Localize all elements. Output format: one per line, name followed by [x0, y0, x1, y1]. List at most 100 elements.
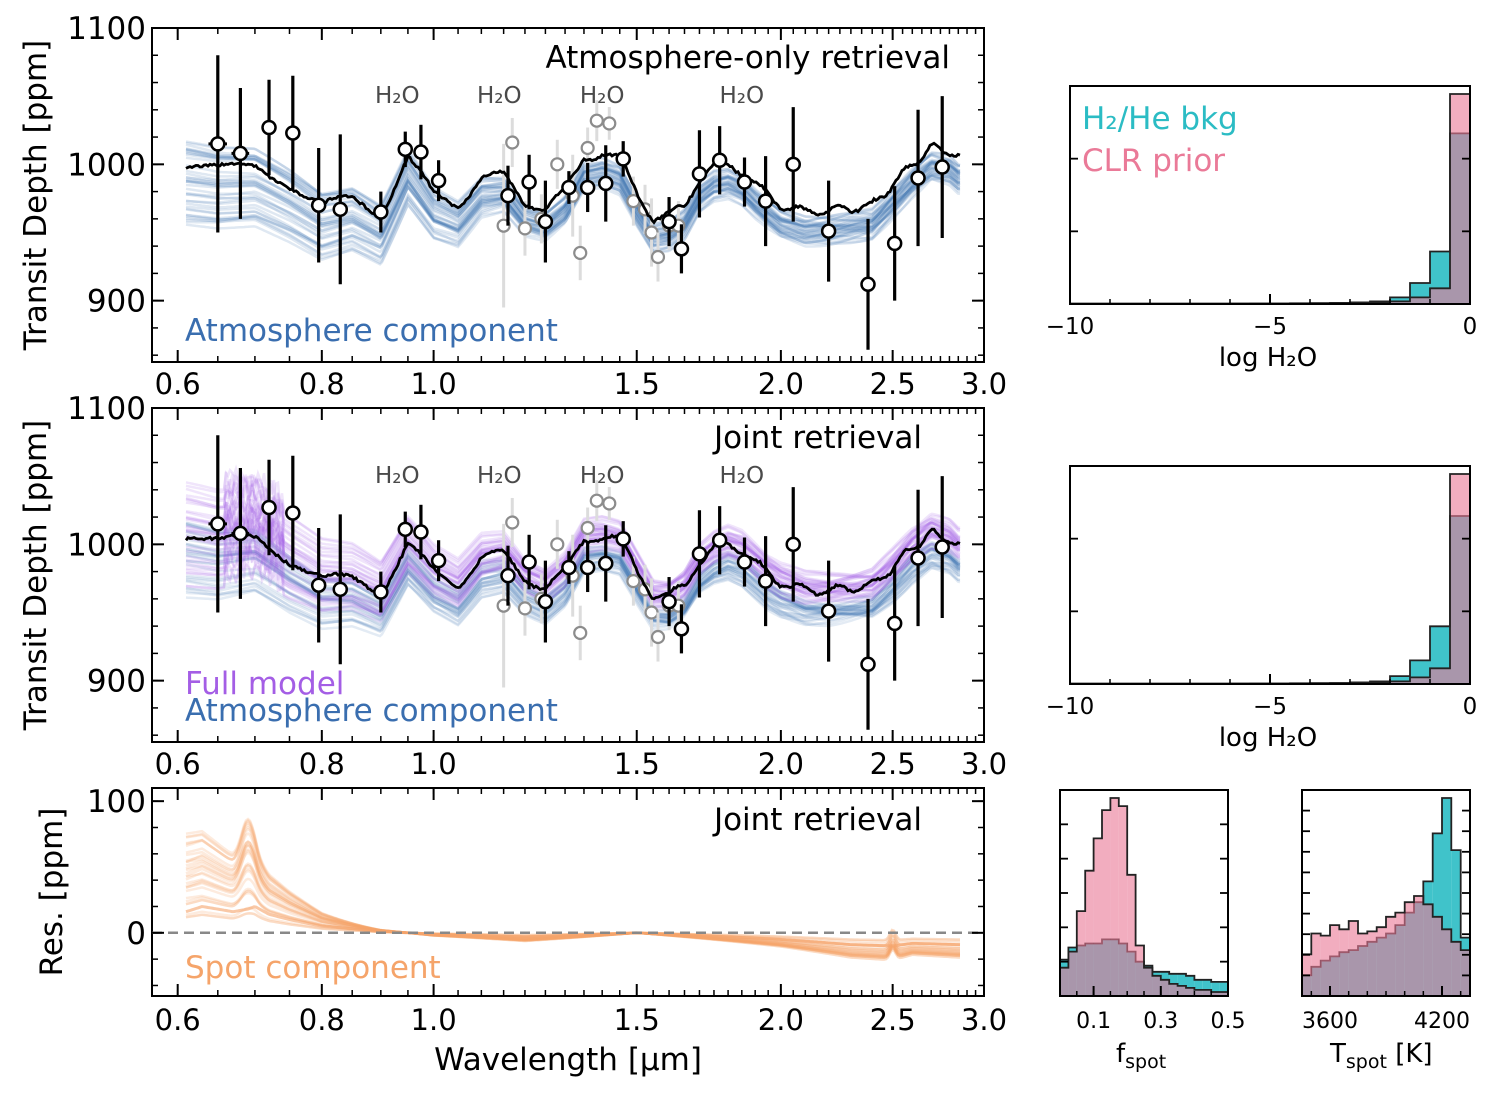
spot-component-band [152, 817, 984, 961]
spot-sample-line [185, 827, 960, 961]
clr-prior-bar [1169, 983, 1178, 996]
clr-prior-bar [1330, 925, 1340, 996]
clr-prior-bar [1404, 902, 1414, 996]
observation-point [373, 204, 389, 220]
observation-point [615, 531, 631, 547]
spot-sample-line [185, 819, 960, 959]
legend-atmosphere-component: Atmosphere component [185, 313, 558, 349]
clr-prior-bar [1410, 297, 1430, 304]
histogram-tspot: 3600 4200 Tspot [K] [1301, 789, 1471, 1073]
legend-h2-he-bkg: H₂/He bkg [1082, 101, 1238, 137]
clr-prior-bar [1102, 810, 1111, 996]
x-axis-label-unit: [K] [1387, 1039, 1433, 1069]
x-axis-label: fspot [1116, 1039, 1166, 1073]
observation-point [210, 136, 226, 152]
spot-sample-line [185, 843, 960, 956]
h2o-feature-label: H₂O [477, 83, 522, 109]
clr-prior-bar [1060, 967, 1069, 996]
h2o-feature-label: H₂O [580, 463, 625, 489]
histogram-fspot: 0.1 0.3 0.5 fspot [1059, 789, 1246, 1073]
observed-spectrum [208, 55, 950, 350]
x-tick-label: 1.5 [614, 1003, 660, 1037]
x-tick-label: 3.0 [961, 367, 1007, 401]
plot-frame [151, 787, 985, 997]
spot-sample-line [185, 839, 960, 957]
comparison-point [602, 496, 617, 511]
h2o-feature-label: H₂O [375, 463, 420, 489]
clr-prior-bar [1177, 985, 1186, 996]
median-model-line [184, 527, 961, 601]
x-tick-label: 4200 [1414, 1009, 1470, 1034]
plot-frame [1069, 465, 1471, 685]
spot-sample-line [185, 821, 960, 959]
x-tick-label: 0.6 [155, 367, 201, 401]
h2-he-bkg-bar [1177, 973, 1186, 996]
observation-point [736, 174, 753, 190]
x-tick-label: 0.8 [299, 1003, 345, 1037]
h2o-feature-label: H₂O [580, 83, 625, 109]
legend-clr-prior: CLR prior [1082, 143, 1225, 179]
histogram-bars [1069, 473, 1471, 685]
x-axis-label-main: f [1116, 1039, 1126, 1069]
clr-prior-bar [1395, 912, 1405, 996]
spot-sample-line [185, 818, 960, 961]
clr-prior-bar [1451, 941, 1461, 996]
clr-prior-bar [1311, 933, 1321, 996]
observation-point [711, 532, 728, 548]
histogram-bars [1069, 93, 1471, 305]
x-axis-label-subscript: spot [1125, 1051, 1166, 1073]
observation-point [500, 567, 516, 584]
spot-sample-line [185, 823, 961, 959]
axes: 3600 4200 [1302, 809, 1470, 1034]
median-model-line [184, 527, 961, 601]
x-axis-label: Tspot [K] [1329, 1039, 1433, 1073]
observation-point [261, 499, 277, 516]
y-tick-label: 0 [126, 916, 146, 952]
observation-point [579, 179, 596, 196]
observation-point [886, 235, 903, 252]
x-tick-label: 2.5 [870, 1003, 916, 1037]
panel-title: Joint retrieval [712, 802, 922, 838]
observation-point [711, 152, 728, 168]
clr-prior-bar [1358, 933, 1368, 996]
observation-point [757, 573, 774, 589]
spot-median-line [185, 904, 961, 948]
h2-he-bkg-bar [1194, 979, 1203, 996]
clr-prior-bar [1450, 94, 1470, 304]
comparison-point [644, 225, 659, 240]
clr-prior-bar [1450, 474, 1470, 684]
histogram-bars [1301, 797, 1471, 996]
observation-point [673, 241, 690, 257]
clr-prior-bar [1376, 927, 1386, 996]
x-tick-label: −5 [1253, 694, 1287, 720]
h2o-feature-label: H₂O [719, 83, 764, 109]
y-axis-label: Transit Depth [ppm] [18, 420, 54, 732]
comparison-point [644, 605, 659, 620]
axes: −10 −5 0 [1046, 157, 1477, 340]
observation-point [561, 179, 577, 196]
panel-title: Joint retrieval [712, 420, 922, 456]
h2-he-bkg-bar [1442, 798, 1452, 996]
observation-point [537, 213, 554, 230]
x-axis-label-subscript: spot [1346, 1051, 1387, 1073]
clr-prior-bar [1085, 870, 1094, 996]
clr-prior-bar [1194, 989, 1203, 996]
observation-point [310, 197, 327, 213]
observation-point [691, 166, 708, 182]
h2-he-bkg-bar [1202, 979, 1212, 996]
comparison-point [505, 135, 520, 150]
observation-point [373, 584, 389, 600]
x-tick-label: 1.0 [411, 1003, 457, 1037]
clr-prior-bar [1093, 838, 1102, 996]
h2-he-bkg-bar [1219, 981, 1228, 996]
clr-prior-bar [1442, 929, 1452, 996]
h2o-feature-label: H₂O [477, 463, 522, 489]
h2-he-bkg-bar [1432, 833, 1442, 996]
y-tick-label: 900 [87, 664, 146, 700]
x-tick-label: 0.6 [155, 747, 201, 781]
clr-prior-bar [1414, 895, 1424, 996]
x-tick-label: 2.5 [870, 367, 916, 401]
y-tick-label: 100 [87, 784, 146, 820]
x-tick-label: 1.0 [411, 367, 457, 401]
